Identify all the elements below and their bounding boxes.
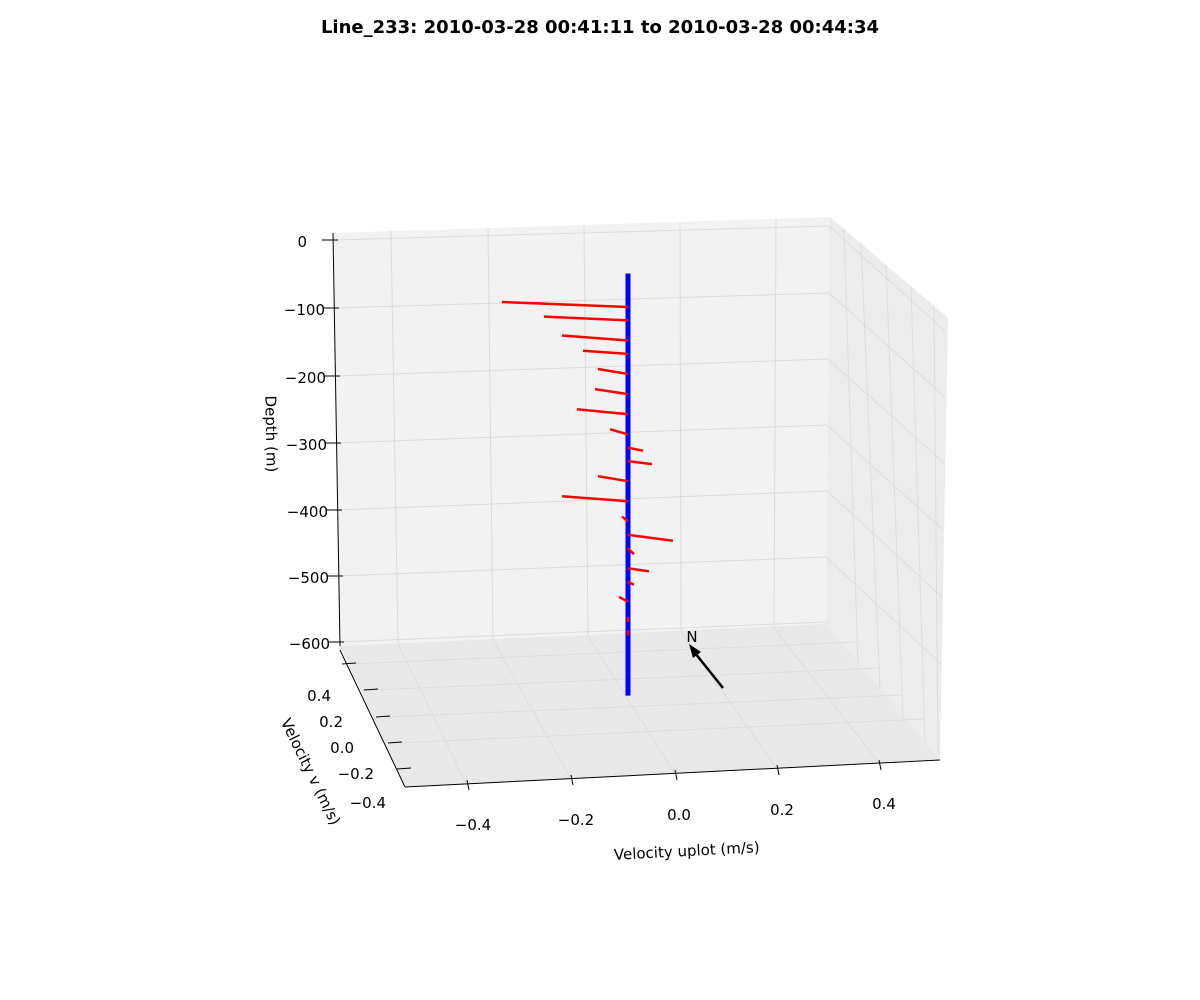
y-tick-label: 0.4 xyxy=(307,687,331,705)
velocity-vector xyxy=(561,495,629,503)
y-tick-label: 0.2 xyxy=(319,713,343,731)
x-tick-label: 0.0 xyxy=(667,806,691,824)
x-axis-label: Velocity uplot (m/s) xyxy=(613,838,760,864)
velocity-vector xyxy=(501,300,629,309)
z-tick-label: −500 xyxy=(288,569,329,587)
x-axis-line xyxy=(404,759,941,788)
floor-pane xyxy=(340,624,940,787)
y-tick-mark xyxy=(363,688,379,691)
velocity-vector xyxy=(594,387,629,396)
x-tick-mark xyxy=(674,769,678,781)
x-tick-label: 0.4 xyxy=(872,795,896,813)
y-tick-label: −0.2 xyxy=(338,765,374,783)
velocity-vector xyxy=(627,567,650,573)
y-tick-mark xyxy=(387,741,403,744)
x-tick-mark xyxy=(878,759,882,771)
data-marks xyxy=(501,273,674,696)
x-tick-label: −0.4 xyxy=(455,816,491,834)
z-axis-label: Depth (m) xyxy=(261,395,280,472)
y-axis-line xyxy=(339,649,406,788)
y-axis-ticks: 0.4 0.2 0.0 −0.2 −0.4 xyxy=(307,662,412,812)
north-arrow-label: N xyxy=(686,628,697,646)
y-tick-label: −0.4 xyxy=(350,794,386,812)
velocity-vector xyxy=(618,595,629,603)
velocity-vector xyxy=(621,515,629,523)
velocity-vector xyxy=(627,446,644,452)
north-arrow: N xyxy=(686,628,724,689)
velocity-vector xyxy=(627,580,635,586)
z-tick-label: −100 xyxy=(284,301,325,319)
velocity-vector xyxy=(597,367,629,376)
z-axis-line xyxy=(332,232,341,647)
velocity-vector xyxy=(561,334,629,342)
back-wall-pane xyxy=(333,217,830,646)
floor-grid xyxy=(349,627,926,786)
velocity-vector xyxy=(543,315,629,322)
velocity-vector xyxy=(627,459,653,466)
velocity-vector xyxy=(582,349,629,356)
x-tick-mark xyxy=(466,779,470,791)
velocity-vector xyxy=(609,428,629,436)
right-wall-grid xyxy=(825,225,947,755)
velocity-vector xyxy=(627,547,635,556)
y-tick-label: 0.0 xyxy=(330,739,354,757)
axis-lines xyxy=(332,232,941,788)
x-tick-mark xyxy=(570,774,574,786)
z-tick-label: −400 xyxy=(287,503,328,521)
z-tick-label: −300 xyxy=(286,436,327,454)
z-tick-label: 0 xyxy=(297,233,307,251)
velocity-vector xyxy=(597,474,629,483)
x-axis-ticks: −0.4 −0.2 0.0 0.2 0.4 xyxy=(455,759,896,834)
x-tick-label: 0.2 xyxy=(770,801,794,819)
x-tick-mark xyxy=(776,764,780,776)
chart-title: Line_233: 2010-03-28 00:41:11 to 2010-03… xyxy=(320,17,880,38)
x-tick-label: −0.2 xyxy=(558,811,594,829)
y-tick-mark xyxy=(375,715,391,718)
z-tick-label: −200 xyxy=(285,369,326,387)
y-axis-label: Velocity v (m/s) xyxy=(277,716,344,829)
z-axis-ticks: 0 −100 −200 −300 −400 −500 −600 xyxy=(284,233,344,653)
velocity-vector xyxy=(627,533,674,543)
velocity-vector xyxy=(576,407,629,416)
y-tick-mark xyxy=(396,767,412,770)
back-wall-grid xyxy=(332,218,830,645)
north-arrow-head xyxy=(689,644,701,658)
north-arrow-shaft xyxy=(694,652,724,689)
y-tick-mark xyxy=(341,662,357,665)
z-tick-label: −600 xyxy=(289,635,330,653)
